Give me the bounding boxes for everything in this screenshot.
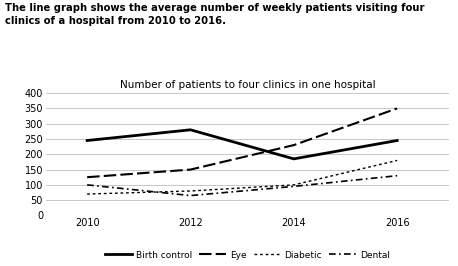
Legend: Birth control, Eye, Diabetic, Dental: Birth control, Eye, Diabetic, Dental [101, 247, 393, 263]
Title: Number of patients to four clinics in one hospital: Number of patients to four clinics in on… [120, 80, 375, 90]
Text: The line graph shows the average number of weekly patients visiting four
clinics: The line graph shows the average number … [5, 3, 424, 26]
